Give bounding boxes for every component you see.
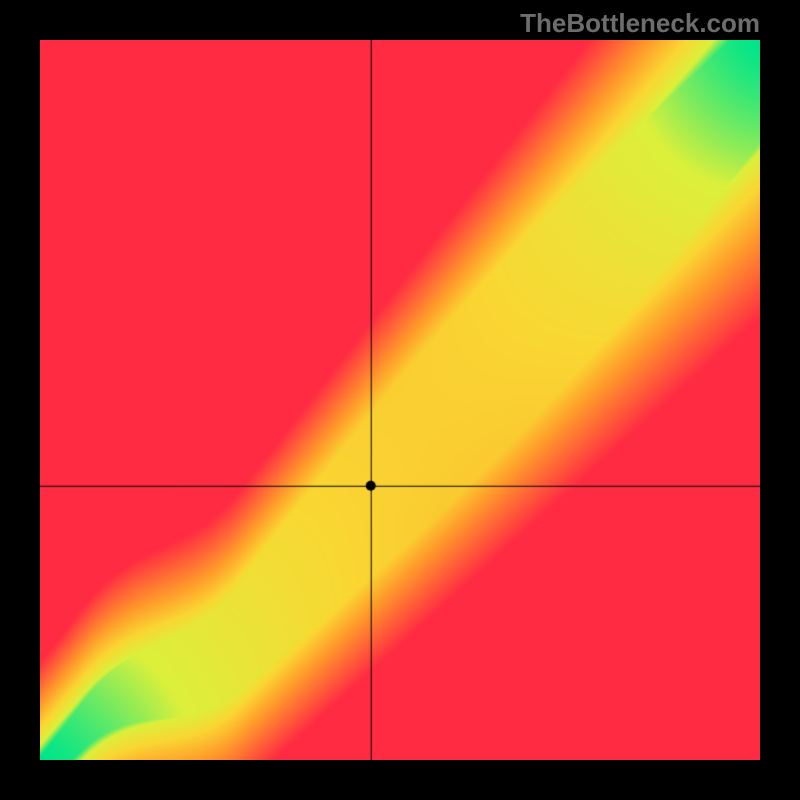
- chart-container: TheBottleneck.com: [0, 0, 800, 800]
- heatmap-canvas: [40, 40, 760, 760]
- watermark-label: TheBottleneck.com: [520, 8, 760, 39]
